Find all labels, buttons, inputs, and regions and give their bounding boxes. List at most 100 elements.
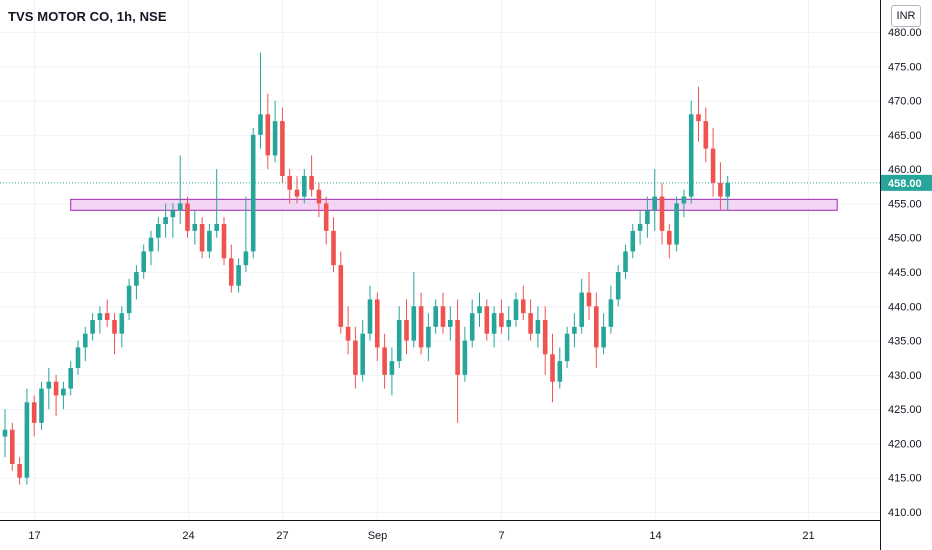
currency-button[interactable]: INR bbox=[891, 5, 921, 27]
time-tick-label: 17 bbox=[28, 530, 40, 542]
candle-body bbox=[645, 210, 650, 224]
candle-body bbox=[302, 176, 307, 197]
candle-body bbox=[506, 320, 511, 327]
candle-body bbox=[258, 114, 263, 135]
time-tick-label: 24 bbox=[182, 530, 194, 542]
candle-body bbox=[601, 326, 606, 348]
candle-body bbox=[448, 320, 453, 327]
grid-lines bbox=[0, 0, 880, 520]
candle-body bbox=[659, 196, 665, 231]
candle-body bbox=[667, 230, 672, 245]
candle-body bbox=[360, 333, 365, 375]
candle-body bbox=[170, 210, 176, 218]
price-tick-label: 440.00 bbox=[888, 301, 922, 313]
candle-body bbox=[134, 272, 139, 286]
candles-layer bbox=[2, 52, 730, 485]
candle-body bbox=[389, 361, 395, 375]
candle-body bbox=[513, 299, 519, 320]
time-tick-label: Sep bbox=[368, 530, 388, 542]
candle-body bbox=[674, 203, 679, 245]
candle-body bbox=[243, 251, 249, 266]
candle-body bbox=[90, 320, 95, 334]
candle-body bbox=[608, 299, 614, 327]
candle-body bbox=[710, 148, 716, 183]
price-tick-label: 475.00 bbox=[888, 61, 922, 73]
candle-body bbox=[294, 189, 300, 197]
candle-body bbox=[375, 299, 380, 348]
price-tick-label: 460.00 bbox=[888, 164, 922, 176]
candle-body bbox=[236, 265, 241, 286]
candle-body bbox=[586, 292, 592, 307]
candle-body bbox=[17, 464, 22, 478]
candle-body bbox=[718, 182, 723, 197]
chart-title: TVS MOTOR CO, 1h, NSE bbox=[8, 9, 167, 24]
candle-body bbox=[207, 230, 212, 252]
candle-body bbox=[557, 361, 563, 382]
candle-body bbox=[97, 313, 103, 320]
candle-body bbox=[433, 306, 438, 327]
time-tick-label: 21 bbox=[802, 530, 814, 542]
candle-body bbox=[119, 313, 125, 334]
candle-body bbox=[199, 224, 205, 252]
candle-body bbox=[550, 354, 555, 382]
candle-body bbox=[440, 306, 446, 327]
candle-body bbox=[75, 347, 81, 368]
candle-body bbox=[323, 203, 329, 231]
candle-body bbox=[418, 306, 424, 348]
candle-body bbox=[10, 429, 15, 464]
candle-body bbox=[126, 285, 132, 314]
candle-body bbox=[396, 320, 402, 362]
candle-body bbox=[185, 203, 190, 231]
candle-body bbox=[148, 237, 154, 252]
candle-body bbox=[564, 333, 570, 362]
candle-body bbox=[177, 203, 183, 211]
candle-body bbox=[681, 196, 687, 204]
candle-body bbox=[615, 272, 621, 300]
candle-body bbox=[353, 340, 358, 375]
candle-body bbox=[455, 320, 460, 375]
candle-body bbox=[39, 388, 44, 423]
time-tick-label: 7 bbox=[498, 530, 504, 542]
candle-body bbox=[250, 134, 256, 252]
candle-body bbox=[382, 347, 387, 375]
support-zone-layer bbox=[0, 182, 880, 211]
candle-body bbox=[68, 368, 73, 389]
price-tick-label: 450.00 bbox=[888, 233, 922, 245]
time-tick-label: 27 bbox=[276, 530, 288, 542]
candle-body bbox=[104, 313, 110, 320]
candle-body bbox=[535, 320, 541, 334]
candle-body bbox=[156, 224, 161, 238]
last-price-label: 458.00 bbox=[888, 178, 922, 190]
candle-body bbox=[411, 306, 417, 341]
candle-body bbox=[499, 313, 504, 327]
price-tick-label: 445.00 bbox=[888, 267, 922, 279]
candle-body bbox=[594, 306, 599, 348]
candle-body bbox=[725, 182, 730, 197]
candle-body bbox=[462, 340, 468, 375]
price-tick-label: 455.00 bbox=[888, 198, 922, 210]
candle-body bbox=[652, 196, 657, 211]
price-tick-label: 420.00 bbox=[888, 438, 922, 450]
price-axis: 410.00 415.00 420.00 425.00 430.00 435.00 440.… bbox=[880, 0, 922, 550]
candle-body bbox=[265, 114, 271, 156]
candle-body bbox=[192, 224, 198, 231]
candle-body bbox=[331, 230, 336, 266]
candle-body bbox=[345, 326, 351, 341]
candle-body bbox=[31, 402, 37, 423]
candle-body bbox=[24, 402, 30, 478]
candle-body bbox=[53, 381, 59, 396]
candle-body bbox=[112, 320, 117, 334]
price-tick-label: 470.00 bbox=[888, 96, 922, 108]
candle-body bbox=[83, 333, 88, 348]
candle-body bbox=[2, 429, 8, 437]
price-tick-label: 435.00 bbox=[888, 336, 922, 348]
candle-body bbox=[316, 189, 322, 204]
candle-body bbox=[521, 299, 526, 314]
time-tick-label: 14 bbox=[649, 530, 661, 542]
price-tick-label: 410.00 bbox=[888, 507, 922, 519]
candle-body bbox=[426, 326, 431, 348]
candle-body bbox=[623, 251, 628, 272]
candle-body bbox=[221, 224, 227, 259]
